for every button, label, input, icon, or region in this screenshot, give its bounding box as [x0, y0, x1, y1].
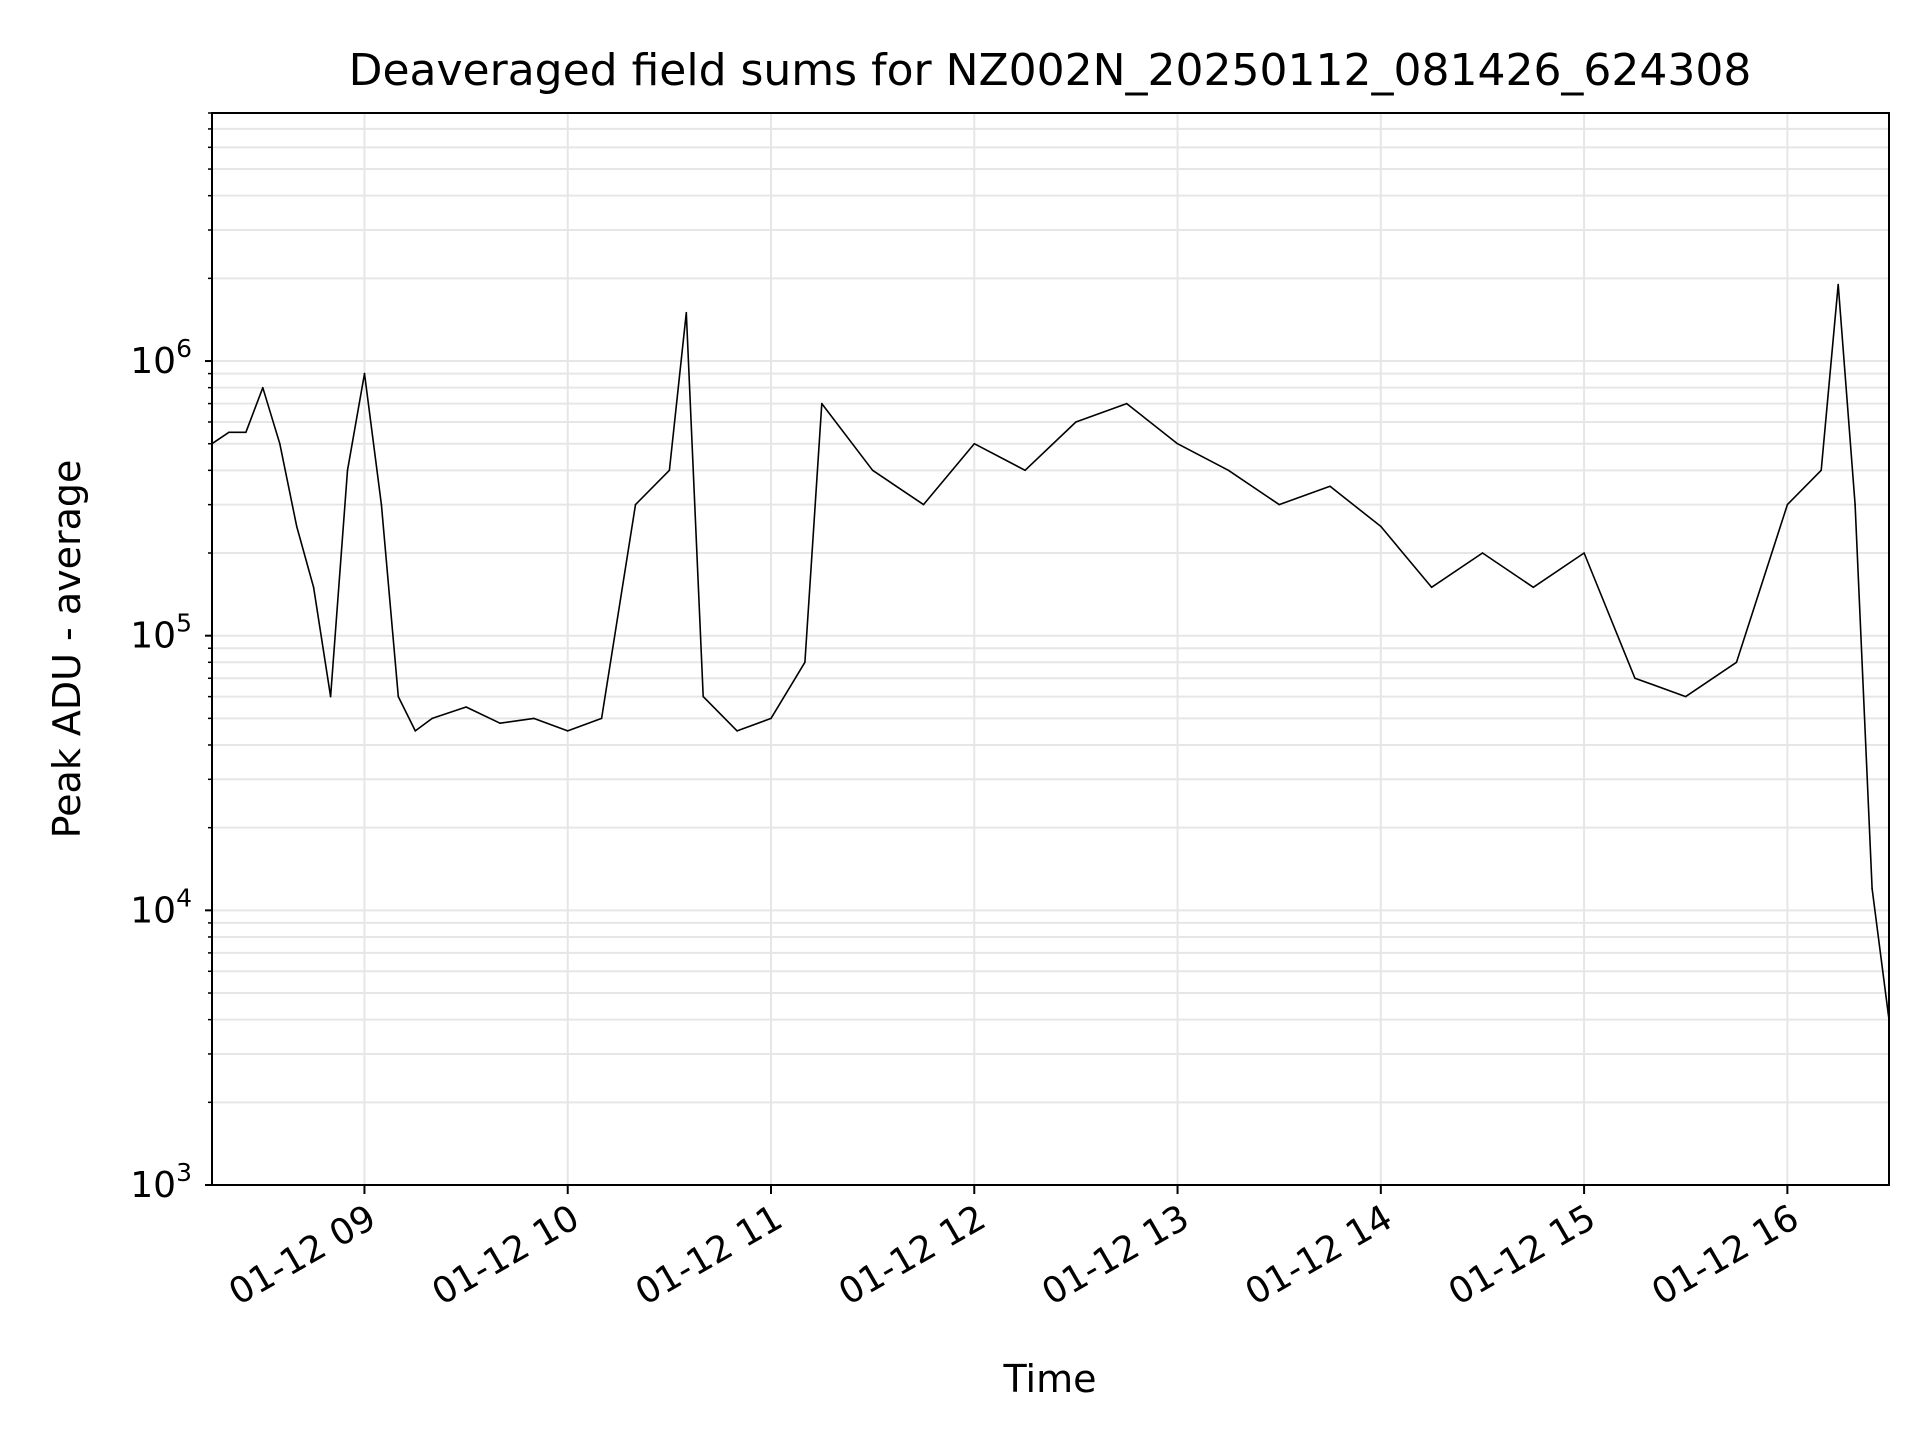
data-point: [1684, 695, 1687, 698]
data-point: [922, 503, 925, 506]
data-point: [1481, 552, 1484, 554]
data-point: [499, 722, 501, 724]
series-layer: [211, 283, 1890, 1021]
data-point: [1854, 503, 1856, 506]
y-axis-label: Peak ADU - average: [45, 460, 89, 839]
data-point: [1820, 469, 1822, 472]
data-point: [295, 525, 298, 528]
data-point: [262, 386, 264, 389]
data-point: [245, 431, 247, 434]
y-tick-label: 105: [130, 609, 192, 657]
data-point: [1871, 887, 1873, 890]
data-point: [1380, 525, 1382, 528]
data-point: [736, 730, 738, 732]
data-point: [1837, 283, 1839, 286]
data-point: [1227, 469, 1230, 472]
data-point: [1125, 402, 1128, 405]
data-point: [668, 469, 671, 472]
data-point: [312, 586, 315, 589]
data-point: [770, 717, 772, 720]
y-tick-label: 104: [130, 883, 192, 931]
data-point: [363, 372, 366, 375]
data-point: [228, 431, 230, 434]
data-point: [871, 469, 874, 472]
data-point: [1532, 586, 1535, 589]
data-point: [1634, 677, 1636, 679]
data-point: [414, 730, 417, 732]
data-point: [465, 706, 467, 708]
data-point: [973, 442, 976, 445]
data-point: [397, 695, 400, 698]
data-point: [685, 311, 688, 314]
data-point: [600, 717, 603, 720]
data-point: [1430, 586, 1433, 589]
y-tick-label: 103: [130, 1158, 192, 1206]
data-point: [821, 402, 823, 405]
data-point: [634, 503, 637, 506]
data-point: [1329, 485, 1331, 488]
data-point: [804, 661, 806, 664]
data-point: [1176, 442, 1179, 445]
data-point: [1278, 503, 1280, 506]
data-point: [702, 695, 704, 698]
data-point: [329, 695, 332, 698]
data-point: [566, 730, 569, 732]
chart-title: Deaveraged field sums for NZ002N_2025011…: [349, 45, 1752, 96]
data-point: [380, 503, 383, 506]
data-point: [346, 469, 349, 472]
data-point: [1786, 503, 1789, 506]
data-point: [533, 717, 535, 720]
data-point: [1735, 661, 1738, 664]
x-axis-label: Time: [1003, 1357, 1097, 1401]
y-tick-label: 106: [130, 334, 192, 382]
data-point: [279, 442, 281, 445]
data-point: [1075, 421, 1077, 423]
data-point: [1583, 552, 1585, 554]
data-point: [431, 717, 434, 720]
data-point: [1024, 469, 1026, 472]
